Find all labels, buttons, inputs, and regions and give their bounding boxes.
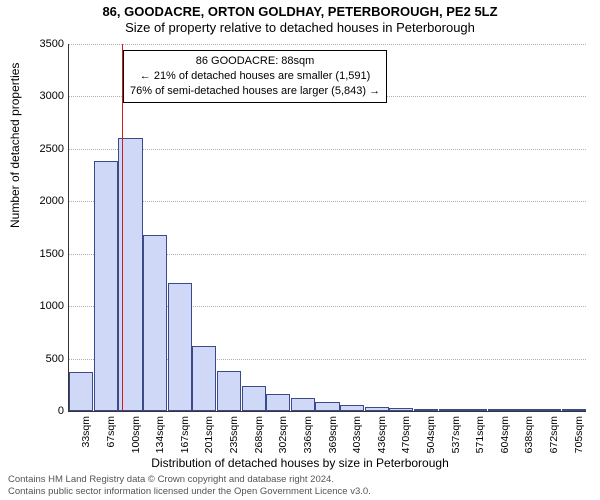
xtick-label: 201sqm (203, 416, 215, 466)
xtick-label: 638sqm (523, 416, 535, 466)
bar (389, 408, 413, 411)
ytick-label: 3500 (16, 38, 64, 50)
footer-line2: Contains public sector information licen… (8, 486, 371, 498)
info-line: 76% of semi-detached houses are larger (… (130, 84, 380, 99)
bar (463, 409, 487, 411)
bar (315, 402, 339, 411)
xtick-label: 436sqm (376, 416, 388, 466)
footer-line1: Contains HM Land Registry data © Crown c… (8, 474, 371, 486)
bar (242, 386, 266, 411)
gridline (69, 44, 586, 45)
bar (488, 409, 512, 411)
xtick-label: 336sqm (302, 416, 314, 466)
bar (414, 409, 438, 411)
xtick-label: 33sqm (80, 416, 92, 466)
bar (69, 372, 93, 411)
bar (291, 398, 315, 411)
gridline (69, 201, 586, 202)
xtick-label: 235sqm (228, 416, 240, 466)
xtick-label: 537sqm (450, 416, 462, 466)
bar (168, 283, 192, 411)
ytick-label: 500 (16, 353, 64, 365)
xtick-label: 369sqm (327, 416, 339, 466)
bar (537, 409, 561, 411)
info-box: 86 GOODACRE: 88sqm← 21% of detached hous… (123, 50, 387, 103)
bar (365, 407, 389, 411)
chart-container: 86, GOODACRE, ORTON GOLDHAY, PETERBOROUG… (0, 0, 600, 500)
bar (143, 235, 167, 411)
bar (94, 161, 118, 411)
ytick-label: 2500 (16, 143, 64, 155)
xtick-label: 134sqm (154, 416, 166, 466)
info-line: ← 21% of detached houses are smaller (1,… (130, 69, 380, 84)
bar (217, 371, 241, 411)
footer: Contains HM Land Registry data © Crown c… (8, 474, 371, 498)
xtick-label: 100sqm (130, 416, 142, 466)
bar (439, 409, 463, 411)
title-main: 86, GOODACRE, ORTON GOLDHAY, PETERBOROUG… (0, 0, 600, 19)
bar (562, 409, 586, 411)
xtick-label: 403sqm (351, 416, 363, 466)
xtick-label: 67sqm (105, 416, 117, 466)
xtick-label: 672sqm (548, 416, 560, 466)
ytick-label: 1500 (16, 248, 64, 260)
xtick-label: 302sqm (277, 416, 289, 466)
xtick-label: 470sqm (400, 416, 412, 466)
ytick-label: 1000 (16, 300, 64, 312)
bar (266, 394, 290, 411)
ytick-label: 2000 (16, 195, 64, 207)
xtick-label: 167sqm (179, 416, 191, 466)
xtick-label: 268sqm (253, 416, 265, 466)
bar (340, 405, 364, 411)
bar (512, 409, 536, 411)
ytick-label: 3000 (16, 90, 64, 102)
ytick-label: 0 (16, 405, 64, 417)
xtick-label: 705sqm (573, 416, 585, 466)
xtick-label: 571sqm (474, 416, 486, 466)
gridline (69, 149, 586, 150)
bar (192, 346, 216, 411)
info-line: 86 GOODACRE: 88sqm (130, 54, 380, 69)
title-sub: Size of property relative to detached ho… (0, 19, 600, 39)
xtick-label: 504sqm (425, 416, 437, 466)
xtick-label: 604sqm (499, 416, 511, 466)
